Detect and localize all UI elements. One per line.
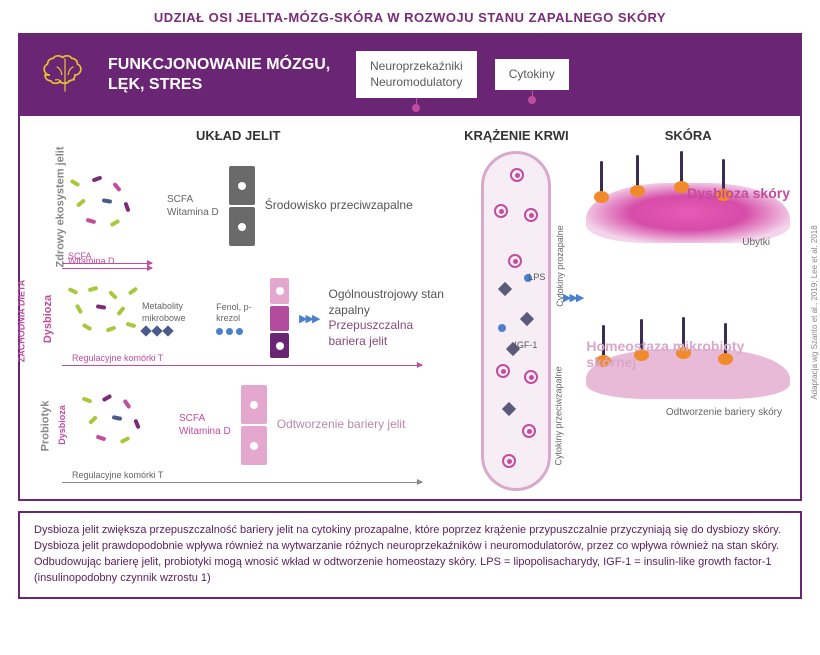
tag-neurotransmitters: Neuroprzekaźniki Neuromodulatory — [356, 51, 477, 98]
barrier-probiotic — [241, 385, 267, 465]
arrow-vitd: Witamina D — [62, 268, 152, 269]
env-probiotic: Odtworzenie bariery jelit — [277, 417, 406, 433]
diagram-body: Zdrowy ekosystem jelit SCFA Witamina D — [30, 151, 790, 491]
spec-scfa: SCFA — [167, 193, 219, 206]
tag1-line2: Neuromodulatory — [370, 75, 463, 91]
row-healthy: Zdrowy ekosystem jelit SCFA Witamina D — [30, 151, 446, 261]
page: UDZIAŁ OSI JELITA-MÓZG-SKÓRA W ROZWOJU S… — [0, 0, 820, 609]
skin-ubytki: Ubytki — [742, 237, 770, 248]
spec-metabolites: Metabolity mikrobowe — [142, 301, 206, 324]
barrier-healthy — [229, 166, 255, 246]
vlabel-dysbiosis: Dysbioza — [42, 295, 54, 343]
spec-healthy: SCFA Witamina D — [167, 193, 219, 219]
page-title: UDZIAŁ OSI JELITA-MÓZG-SKÓRA W ROZWOJU S… — [18, 10, 802, 25]
vlabel-prob-dys: Dysbioza — [57, 405, 67, 445]
spec-probiotic: SCFA Witamina D — [179, 412, 231, 438]
blood-column: LPS IGF-1 Cytokiny prozapalne Cytokiny p… — [456, 151, 576, 491]
connector-dot — [528, 96, 536, 104]
spec-phenol: Fenol, p-krezol — [216, 302, 260, 325]
microbes-healthy — [62, 171, 157, 241]
blood-anti: Cytokiny przeciwzapalne — [554, 367, 564, 466]
env-dys-2: Przepuszczalna bariera jelit — [328, 318, 446, 349]
skin-column: Dysbioza skóry Ubytki Homeostaza mikrobi… — [586, 151, 790, 491]
blood-vessel: LPS IGF-1 — [481, 151, 551, 491]
col-head-skin: SKÓRA — [586, 128, 790, 143]
row-probiotic: Probiotyk Dysbioza SCFA Witam — [30, 370, 446, 480]
blood-lps: LPS — [528, 272, 545, 282]
vlabel-probiotic: Probiotyk — [39, 401, 51, 452]
env-healthy: Środowisko przeciwzapalne — [265, 198, 413, 214]
arrow-tcells-prob: Regulacyjne komórki T — [62, 482, 422, 483]
row-dysbiosis: Dysbioza Metabolity mikro — [30, 273, 446, 363]
env-dysbiosis: Ogólnoustrojowy stan zapalny Przepuszcza… — [328, 287, 446, 349]
barrier-dysbiosis — [270, 278, 289, 358]
col-head-blood: KRĄŻENIE KRWI — [456, 128, 576, 143]
brain-icon — [40, 55, 90, 95]
spec-vitd: Witamina D — [167, 206, 219, 219]
band-title: FUNKCJONOWANIE MÓZGU, LĘK, STRES — [108, 55, 338, 95]
spec-prob-scfa: SCFA — [179, 412, 231, 425]
tag1-line1: Neuroprzekaźniki — [370, 59, 463, 75]
skin-dysbiosis: Dysbioza skóry Ubytki — [586, 151, 790, 301]
blood-igf: IGF-1 — [514, 340, 537, 350]
microbes-probiotic — [74, 390, 169, 460]
col-head-gut: UKŁAD JELIT — [30, 128, 446, 143]
column-headers: UKŁAD JELIT KRĄŻENIE KRWI SKÓRA — [30, 128, 790, 151]
env-dys-1: Ogólnoustrojowy stan zapalny — [328, 287, 446, 318]
gut-column: Zdrowy ekosystem jelit SCFA Witamina D — [30, 151, 446, 491]
vlabel-diet: ZACHODNIA DIETA — [16, 280, 26, 363]
diamonds-icon — [142, 327, 206, 335]
bluedots-icon — [216, 328, 260, 335]
tag-cytokines: Cytokiny — [495, 59, 569, 91]
credit-text: Adaptacja wg Szanto et al., 2019; Lee et… — [810, 225, 819, 399]
footer-caption: Dysbioza jelit zwiększa przepuszczalność… — [18, 511, 802, 599]
skin-homeo-label: Homeostaza mikrobioty skórnej — [586, 339, 790, 370]
arrow-tcells-dys: Regulacyjne komórki T — [62, 365, 422, 366]
brain-band: FUNKCJONOWANIE MÓZGU, LĘK, STRES Neuropr… — [18, 33, 802, 116]
microbes-dysbiosis — [62, 283, 132, 353]
skin-restore: Odtworzenie bariery skóry — [666, 407, 782, 418]
tag2-text: Cytokiny — [509, 67, 555, 83]
chevrons-blood-icon: ▶▶▶ — [563, 291, 582, 304]
skin-dys-label: Dysbioza skóry — [687, 185, 790, 201]
connector-dot — [412, 104, 420, 112]
main-diagram: Adaptacja wg Szanto et al., 2019; Lee et… — [18, 116, 802, 501]
spec-prob-vitd: Witamina D — [179, 425, 231, 438]
chevrons-icon: ▶▶▶ — [299, 312, 318, 325]
skin-homeostasis: Homeostaza mikrobioty skórnej Odtworzeni… — [586, 307, 790, 477]
